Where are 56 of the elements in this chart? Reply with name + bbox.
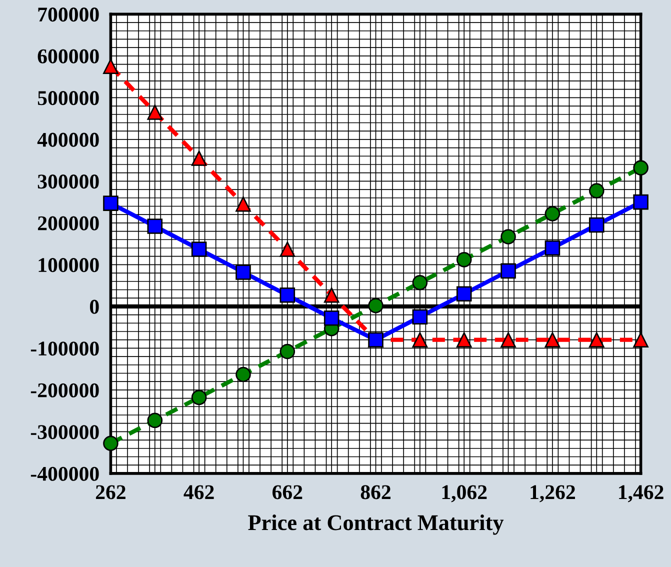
point [456,332,472,348]
point [191,390,207,406]
x-tick-label: 1,262 [530,485,575,502]
point [280,288,296,303]
x-tick-label: 862 [360,485,390,500]
point [280,242,296,257]
point [191,242,207,257]
point [368,298,384,314]
point [633,160,648,176]
point [147,104,163,120]
point [236,366,251,382]
x-axis-title: Price at Contract Maturity [248,514,504,535]
point [324,288,340,303]
point [500,332,516,348]
point [500,263,516,279]
y-tick-label: -100000 [30,342,99,356]
point [544,332,560,348]
y-tick-label: -300000 [30,425,99,440]
point [544,240,560,256]
point [412,309,428,325]
point [191,150,207,166]
x-tick-label: 1,462 [619,485,664,502]
y-tick-label: 200000 [38,216,99,230]
point [324,310,340,326]
point [456,252,472,268]
point [147,412,163,428]
x-tick-label: 1,062 [442,485,487,502]
y-tick-label: -200000 [30,383,99,398]
point [236,196,251,212]
point [103,436,118,452]
point [544,206,560,222]
point [633,332,648,348]
y-tick-label: 700000 [38,8,99,22]
point [500,229,516,244]
point [456,286,472,302]
point [280,344,296,360]
point [236,264,251,280]
point [412,275,428,290]
point [103,58,118,74]
point [588,183,604,198]
x-tick-label: 262 [96,485,126,500]
x-tick-label: 662 [272,485,302,500]
point [633,194,648,210]
point [103,196,118,211]
y-tick-label: 500000 [38,91,99,106]
point [147,218,163,234]
x-tick-label: 462 [184,485,214,500]
point [412,332,428,348]
y-tick-label: 100000 [38,258,99,272]
point [588,332,604,348]
y-tick-label: 0 [90,300,99,314]
y-tick-label: -400000 [30,466,99,481]
y-tick-label: 400000 [37,132,99,147]
y-tick-label: 300000 [38,174,99,189]
y-tick-label: 600000 [38,49,99,64]
point [588,217,604,233]
